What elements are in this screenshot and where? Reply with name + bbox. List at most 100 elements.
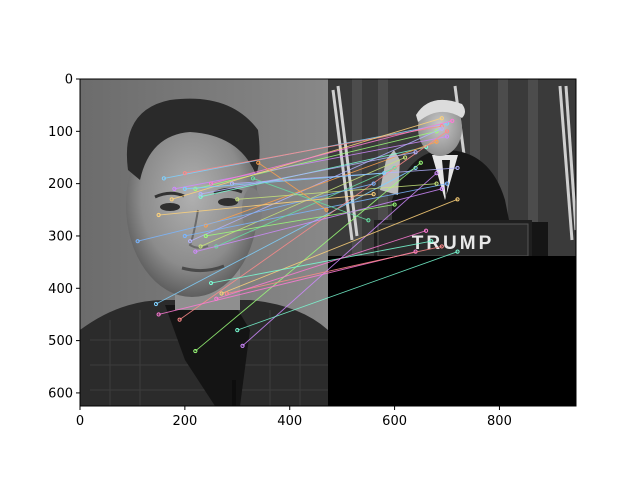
keypoint-marker <box>423 228 429 233</box>
keypoint-marker <box>444 129 450 134</box>
keypoint-marker <box>413 150 418 155</box>
match-line <box>137 183 374 242</box>
match-line <box>174 136 448 190</box>
keypoint-marker <box>439 123 444 129</box>
x-axis: 0 200 400 600 800 <box>76 406 512 429</box>
keypoint-marker <box>203 223 208 228</box>
y-axis: 0 100 200 300 400 500 600 <box>48 73 80 401</box>
y-tick-label: 100 <box>48 125 73 140</box>
match-line <box>200 151 416 195</box>
keypoint-marker <box>392 165 397 171</box>
keypoint-marker <box>439 116 444 121</box>
keypoint-marker <box>135 239 140 244</box>
keypoint-marker <box>429 239 434 244</box>
x-tick-label: 400 <box>277 414 302 429</box>
match-line <box>184 183 448 237</box>
y-tick-label: 600 <box>48 386 73 401</box>
keypoint-marker <box>156 312 161 317</box>
match-line <box>158 193 374 216</box>
match-line <box>195 130 437 190</box>
match-line <box>155 167 416 305</box>
y-tick-label: 0 <box>65 73 73 88</box>
left-photo <box>80 79 328 406</box>
match-line <box>258 162 327 211</box>
keypoint-marker <box>182 171 187 176</box>
x-tick-label: 800 <box>487 414 512 429</box>
feature-matches <box>135 116 460 354</box>
keypoint-marker <box>214 296 219 301</box>
keypoint-marker <box>193 348 198 354</box>
keypoint-marker <box>156 212 161 218</box>
keypoint-marker <box>198 192 203 197</box>
match-line <box>179 130 448 321</box>
keypoint-marker <box>455 249 460 254</box>
keypoint-marker <box>182 233 187 239</box>
keypoint-marker <box>203 233 208 239</box>
keypoint-marker <box>208 280 214 286</box>
match-line <box>210 120 453 185</box>
padding-area <box>328 256 576 406</box>
keypoint-marker <box>235 328 240 333</box>
keypoint-marker <box>198 244 203 249</box>
keypoint-marker <box>434 139 439 144</box>
match-line <box>205 204 395 237</box>
y-tick-label: 400 <box>48 282 73 297</box>
keypoint-marker <box>208 181 214 186</box>
keypoint-marker <box>193 249 198 254</box>
x-tick-label: 0 <box>76 414 84 429</box>
keypoint-marker <box>418 160 423 165</box>
keypoint-marker <box>444 134 450 139</box>
keypoint-marker <box>455 197 460 202</box>
keypoint-marker <box>219 291 224 296</box>
keypoint-marker <box>455 165 460 171</box>
y-tick-label: 300 <box>48 229 73 244</box>
keypoint-marker <box>169 197 174 202</box>
keypoint-marker <box>371 181 376 186</box>
keypoint-marker <box>450 118 455 123</box>
match-line <box>158 251 416 315</box>
match-line <box>237 251 458 331</box>
match-line <box>237 183 437 200</box>
keypoint-marker <box>371 192 376 197</box>
keypoint-marker <box>235 197 240 202</box>
match-line <box>221 198 458 294</box>
keypoint-marker <box>444 181 450 186</box>
keypoint-marker <box>439 186 444 191</box>
podium-sign: TRUMP <box>412 233 495 254</box>
y-tick-label: 500 <box>48 334 73 349</box>
match-line <box>195 188 442 253</box>
keypoint-marker <box>240 343 245 348</box>
x-tick-label: 600 <box>382 414 407 429</box>
keypoint-marker <box>439 244 444 249</box>
keypoint-marker <box>256 160 261 165</box>
match-line <box>252 177 369 221</box>
match-line <box>210 240 432 284</box>
keypoint-marker <box>392 202 397 207</box>
match-line <box>189 128 442 242</box>
keypoint-marker <box>188 239 193 244</box>
match-line <box>184 125 442 174</box>
x-tick-label: 200 <box>172 414 197 429</box>
right-photo: TRUMP <box>328 79 576 256</box>
keypoint-marker <box>366 218 371 223</box>
keypoint-marker <box>250 176 256 181</box>
keypoint-marker <box>382 171 387 176</box>
keypoint-marker <box>434 171 439 176</box>
match-line <box>195 162 422 352</box>
match-line <box>216 230 427 300</box>
match-line <box>184 172 385 190</box>
y-tick-label: 200 <box>48 177 73 192</box>
keypoint-marker <box>153 301 159 307</box>
keypoint-marker <box>193 186 198 191</box>
keypoint-marker <box>177 317 182 322</box>
axes-frame <box>79 78 577 407</box>
keypoint-marker <box>182 186 187 191</box>
keypoint-marker <box>402 155 408 160</box>
keypoint-marker <box>324 207 329 212</box>
keypoint-marker <box>198 194 203 199</box>
keypoint-marker <box>161 176 166 181</box>
keypoint-marker <box>172 186 177 191</box>
keypoint-marker <box>434 181 439 186</box>
keypoint-marker <box>439 126 444 131</box>
